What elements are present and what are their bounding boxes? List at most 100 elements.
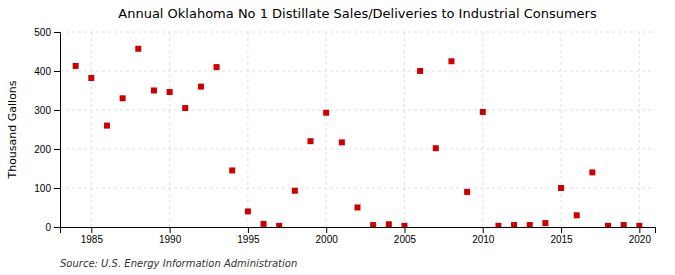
tick: 100: [34, 183, 60, 194]
y-axis: 0 100 200 300 400 500: [34, 27, 60, 233]
tick-mark: [326, 227, 327, 233]
tick: 2000: [316, 227, 339, 245]
tick-label: 2000: [316, 234, 339, 245]
grid-line: [60, 188, 655, 189]
grid-line: [91, 32, 92, 227]
point: [104, 123, 110, 129]
point: [355, 205, 361, 211]
point: [511, 222, 517, 227]
tick: 300: [34, 105, 60, 116]
point: [386, 221, 392, 227]
tick-mark: [54, 188, 60, 189]
point: [558, 185, 564, 191]
grid-line: [639, 32, 640, 227]
point: [370, 222, 376, 227]
tick: 2010: [472, 227, 495, 245]
tick-mark: [561, 227, 562, 233]
point: [464, 189, 470, 195]
point: [542, 220, 548, 226]
tick: 2005: [394, 227, 417, 245]
axis-line: [54, 33, 61, 228]
tick-mark: [54, 227, 60, 228]
chart: 1985 1990 1995 2000 2005 2010 2015 2020 0 100 200 3…: [0, 0, 675, 275]
point: [229, 167, 235, 173]
tick: 2020: [629, 227, 652, 245]
point: [73, 63, 79, 69]
tick: 0: [45, 222, 60, 233]
grid: [60, 32, 655, 227]
tick-mark: [404, 227, 405, 233]
grid-line: [247, 32, 248, 227]
tick-label: 2005: [394, 234, 417, 245]
tick-label: 2015: [550, 234, 573, 245]
point: [292, 188, 298, 194]
tick-mark: [54, 32, 60, 33]
point: [574, 212, 580, 218]
tick: 400: [34, 66, 60, 77]
tick: 500: [34, 27, 60, 38]
point: [214, 64, 220, 70]
point: [339, 139, 345, 145]
tick: 1995: [237, 227, 260, 245]
point: [135, 46, 141, 52]
point: [401, 223, 407, 227]
tick: 2015: [550, 227, 573, 245]
point: [589, 169, 595, 175]
point: [417, 68, 423, 74]
tick-label: 100: [34, 183, 51, 194]
point: [167, 89, 173, 95]
tick-mark: [91, 227, 92, 233]
point: [433, 145, 439, 151]
tick-mark: [639, 227, 640, 233]
tick-label: 400: [34, 66, 51, 77]
tick-mark: [170, 227, 171, 233]
x-axis: 1985 1990 1995 2000 2005 2010 2015 2020: [61, 227, 656, 245]
tick: 1990: [159, 227, 182, 245]
point: [88, 75, 94, 81]
point: [120, 95, 126, 101]
point: [151, 88, 157, 94]
points: [73, 46, 643, 227]
point: [605, 223, 611, 227]
point: [276, 223, 282, 227]
point: [527, 222, 533, 227]
point: [245, 208, 251, 214]
grid-line: [169, 32, 170, 227]
point: [261, 221, 267, 227]
tick-label: 2020: [629, 234, 652, 245]
tick: 200: [34, 144, 60, 155]
tick-mark: [248, 227, 249, 233]
point: [621, 222, 627, 227]
tick-label: 500: [34, 27, 51, 38]
grid-line: [60, 110, 655, 111]
grid-line: [326, 32, 327, 227]
point: [323, 110, 329, 116]
point: [480, 109, 486, 115]
tick-mark: [483, 227, 484, 233]
tick-mark: [54, 71, 60, 72]
grid-line: [404, 32, 405, 227]
tick-label: 200: [34, 144, 51, 155]
tick-label: 1985: [81, 234, 104, 245]
point: [636, 223, 642, 227]
title: Annual Oklahoma No 1 Distillate Sales/De…: [118, 6, 597, 21]
tick-mark: [54, 149, 60, 150]
grid-line: [60, 32, 655, 33]
plot-area: 1985 1990 1995 2000 2005 2010 2015 2020 0 100 200 3…: [34, 27, 655, 245]
tick-label: 2010: [472, 234, 495, 245]
tick-mark: [54, 110, 60, 111]
axis-line: [61, 228, 656, 234]
point: [495, 223, 501, 227]
tick-label: 300: [34, 105, 51, 116]
grid-line: [561, 32, 562, 227]
point: [182, 105, 188, 111]
point: [308, 138, 314, 144]
grid-line: [60, 71, 655, 72]
grid-line: [60, 149, 655, 150]
tick-label: 0: [45, 222, 51, 233]
grid-line: [482, 32, 483, 227]
tick-label: 1990: [159, 234, 182, 245]
point: [448, 58, 454, 64]
y-axis-label: Thousand Gallons: [6, 80, 19, 179]
tick-label: 1995: [237, 234, 260, 245]
